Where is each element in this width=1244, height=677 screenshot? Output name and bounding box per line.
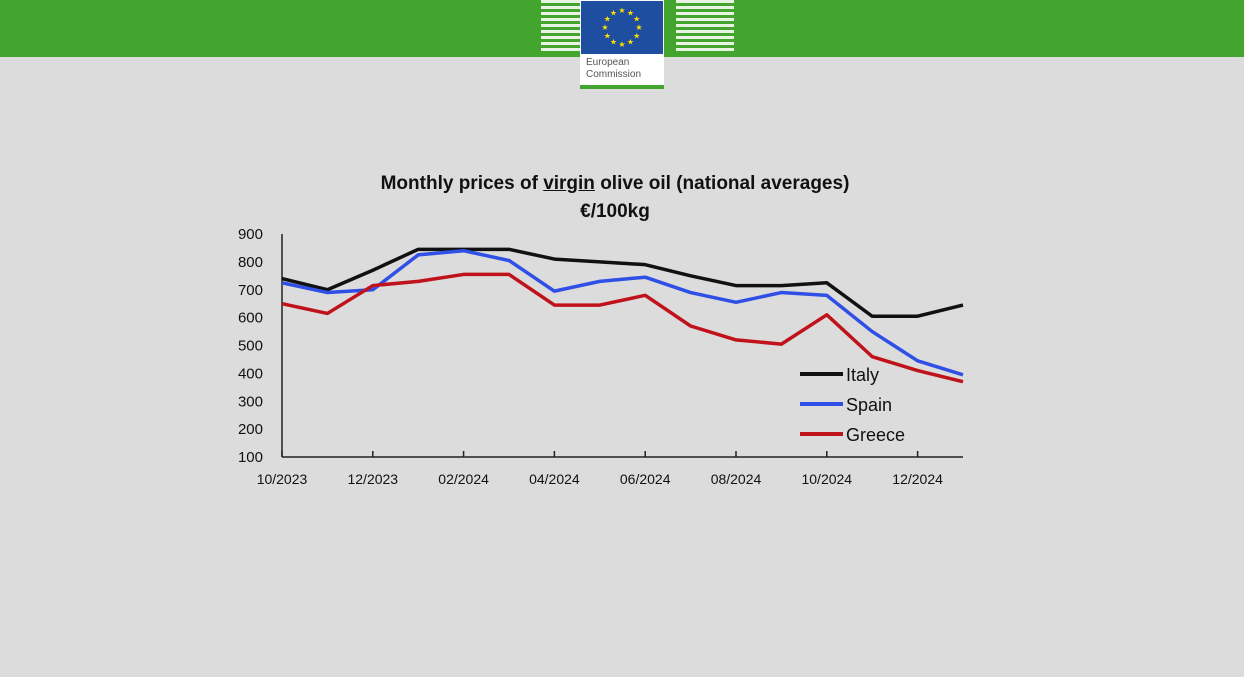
y-tick-label: 700	[238, 282, 263, 299]
y-tick-label: 200	[238, 421, 263, 438]
star-icon: ★	[610, 8, 617, 17]
european-commission-logo: ★ ★ ★ ★ ★ ★ ★ ★ ★ ★ ★ ★ European Commission	[580, 0, 664, 89]
series-line-italy	[281, 247, 964, 318]
legend-label: Spain	[846, 395, 892, 415]
logo-text-line2: Commission	[586, 69, 642, 80]
x-tick-label: 02/2024	[438, 471, 489, 487]
y-tick-label: 400	[238, 365, 263, 382]
star-icon: ★	[601, 23, 608, 32]
star-icon: ★	[610, 38, 617, 47]
star-icon: ★	[604, 32, 611, 41]
eu-flag-icon: ★ ★ ★ ★ ★ ★ ★ ★ ★ ★ ★ ★	[581, 1, 663, 54]
y-tick-label: 300	[238, 393, 263, 410]
series-line-spain	[281, 248, 964, 377]
logo-text-line1: European	[586, 57, 630, 68]
y-tick-label: 800	[238, 254, 263, 271]
y-tick-label: 500	[238, 338, 263, 355]
x-tick-label: 08/2024	[711, 471, 762, 487]
star-icon: ★	[633, 32, 640, 41]
star-icon: ★	[627, 38, 634, 47]
x-tick-label: 12/2024	[892, 471, 943, 487]
star-icon: ★	[627, 8, 634, 17]
star-icon: ★	[604, 15, 611, 24]
star-icon: ★	[618, 6, 625, 15]
x-tick-label: 12/2023	[347, 471, 398, 487]
x-tick-label: 04/2024	[529, 471, 580, 487]
x-tick-label: 06/2024	[620, 471, 671, 487]
series-line-greece	[281, 272, 964, 384]
x-tick-label: 10/2023	[257, 471, 308, 487]
legend-label: Greece	[846, 425, 905, 445]
x-tick-label: 10/2024	[801, 471, 852, 487]
y-tick-label: 100	[238, 449, 263, 466]
y-tick-label: 600	[238, 310, 263, 327]
star-icon: ★	[633, 15, 640, 24]
y-tick-label: 900	[238, 226, 263, 243]
legend-label: Italy	[846, 365, 879, 385]
chart-title: Monthly prices of virgin olive oil (nati…	[280, 170, 950, 226]
banner-stripes-right	[676, 0, 734, 52]
chart-subtitle: €/100kg	[580, 201, 650, 222]
star-icon: ★	[635, 23, 642, 32]
star-icon: ★	[618, 40, 625, 49]
